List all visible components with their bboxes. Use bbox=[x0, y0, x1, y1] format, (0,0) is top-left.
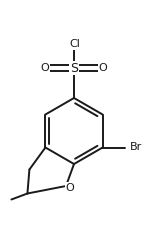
Text: O: O bbox=[99, 63, 107, 73]
Text: Br: Br bbox=[130, 142, 142, 152]
Text: O: O bbox=[66, 183, 74, 193]
Text: S: S bbox=[70, 62, 78, 74]
Text: Cl: Cl bbox=[70, 39, 80, 49]
Text: O: O bbox=[41, 63, 49, 73]
